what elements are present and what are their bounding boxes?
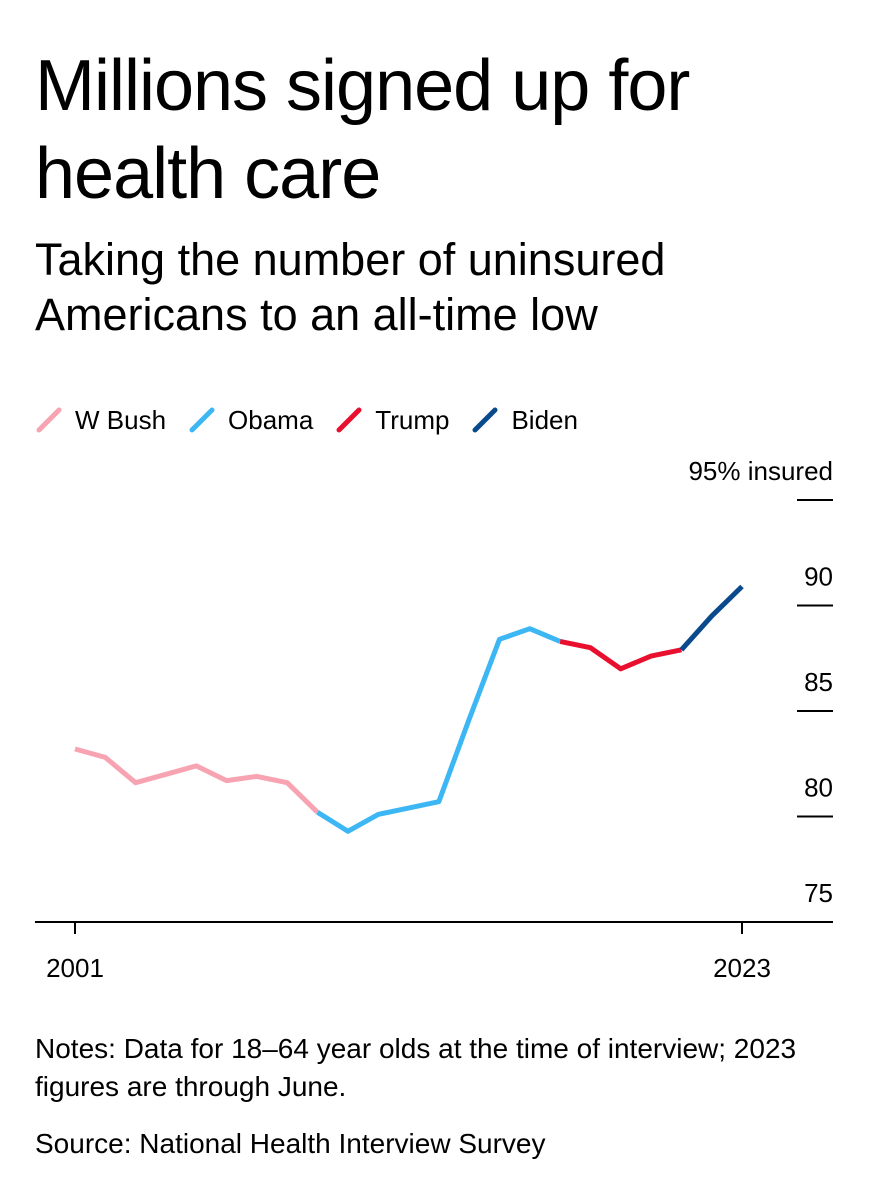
legend-label: Trump <box>375 404 450 435</box>
line-chart: 2001 2023 95% insured 90 85 80 75 <box>35 456 833 983</box>
x-tick-label: 2023 <box>713 953 771 983</box>
chart-notes: Notes: Data for 18–64 year olds at the t… <box>35 1033 797 1102</box>
y-tick-label: 90 <box>804 562 833 592</box>
y-tick-label: 85 <box>804 667 833 697</box>
series-line-w-bush <box>74 746 320 815</box>
series-line-trump <box>559 638 682 672</box>
series-line-biden <box>679 584 744 652</box>
chart-subtitle: Taking the number of uninsured Americans… <box>35 234 666 340</box>
y-tick-label: 95% insured <box>688 456 833 486</box>
chart-title: Millions signed up for health care <box>35 46 690 214</box>
legend-item: Trump <box>335 405 449 436</box>
x-tick-label: 2001 <box>46 953 104 983</box>
legend-label: W Bush <box>75 404 167 435</box>
chart-legend: W Bush Obama Trump Biden <box>35 402 600 438</box>
y-tick-label: 75 <box>804 878 833 908</box>
legend-item: W Bush <box>35 405 166 436</box>
legend-item: Obama <box>188 405 313 436</box>
legend-label: Obama <box>228 404 314 435</box>
chart-source: Source: National Health Interview Survey <box>35 1128 546 1159</box>
legend-swatch <box>336 407 362 433</box>
legend-label: Biden <box>511 404 578 435</box>
legend-swatch <box>472 407 498 433</box>
legend-swatch <box>36 407 62 433</box>
legend-item: Biden <box>471 405 578 436</box>
legend-swatch <box>189 407 215 433</box>
series-line-obama <box>316 626 562 834</box>
y-tick-label: 80 <box>804 773 833 803</box>
